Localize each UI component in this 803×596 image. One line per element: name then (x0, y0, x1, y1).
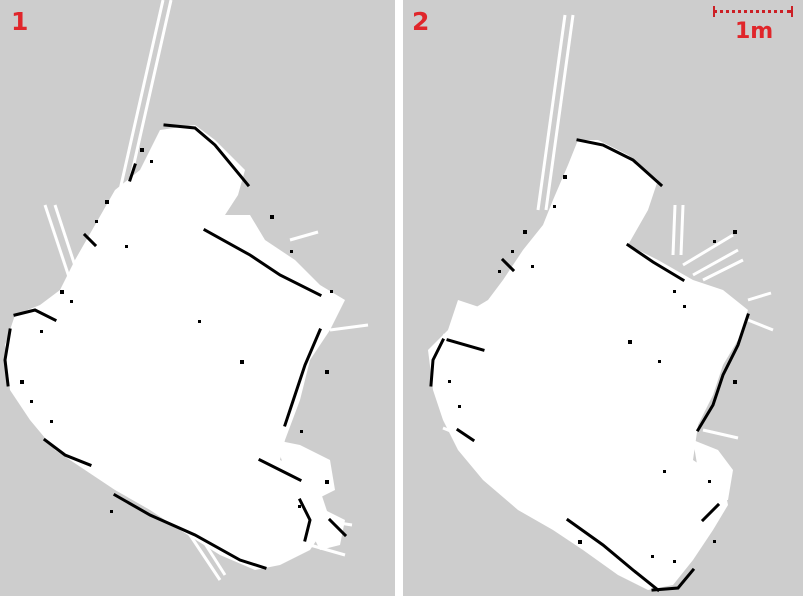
map-panel-2: 2 1m (403, 0, 803, 596)
obstacle-specks (448, 175, 737, 563)
obstacle-specks (20, 148, 333, 513)
panel-number-label: 1 (11, 7, 29, 36)
obstacle-walls (3, 123, 348, 570)
map-panel-1: 1 (0, 0, 395, 596)
obstacle-walls (429, 138, 750, 593)
scale-bar-line (713, 10, 791, 13)
occupancy-map-1 (3, 0, 369, 581)
scale-bar-label: 1m (735, 19, 774, 44)
panel-number-label: 2 (412, 7, 430, 36)
scale-bar-tick-right (791, 6, 793, 17)
occupancy-map-2 (428, 14, 774, 593)
free-space-region (5, 125, 345, 570)
scale-bar: 1m (713, 6, 793, 46)
free-space-region (428, 140, 748, 590)
panel-divider (395, 0, 403, 596)
